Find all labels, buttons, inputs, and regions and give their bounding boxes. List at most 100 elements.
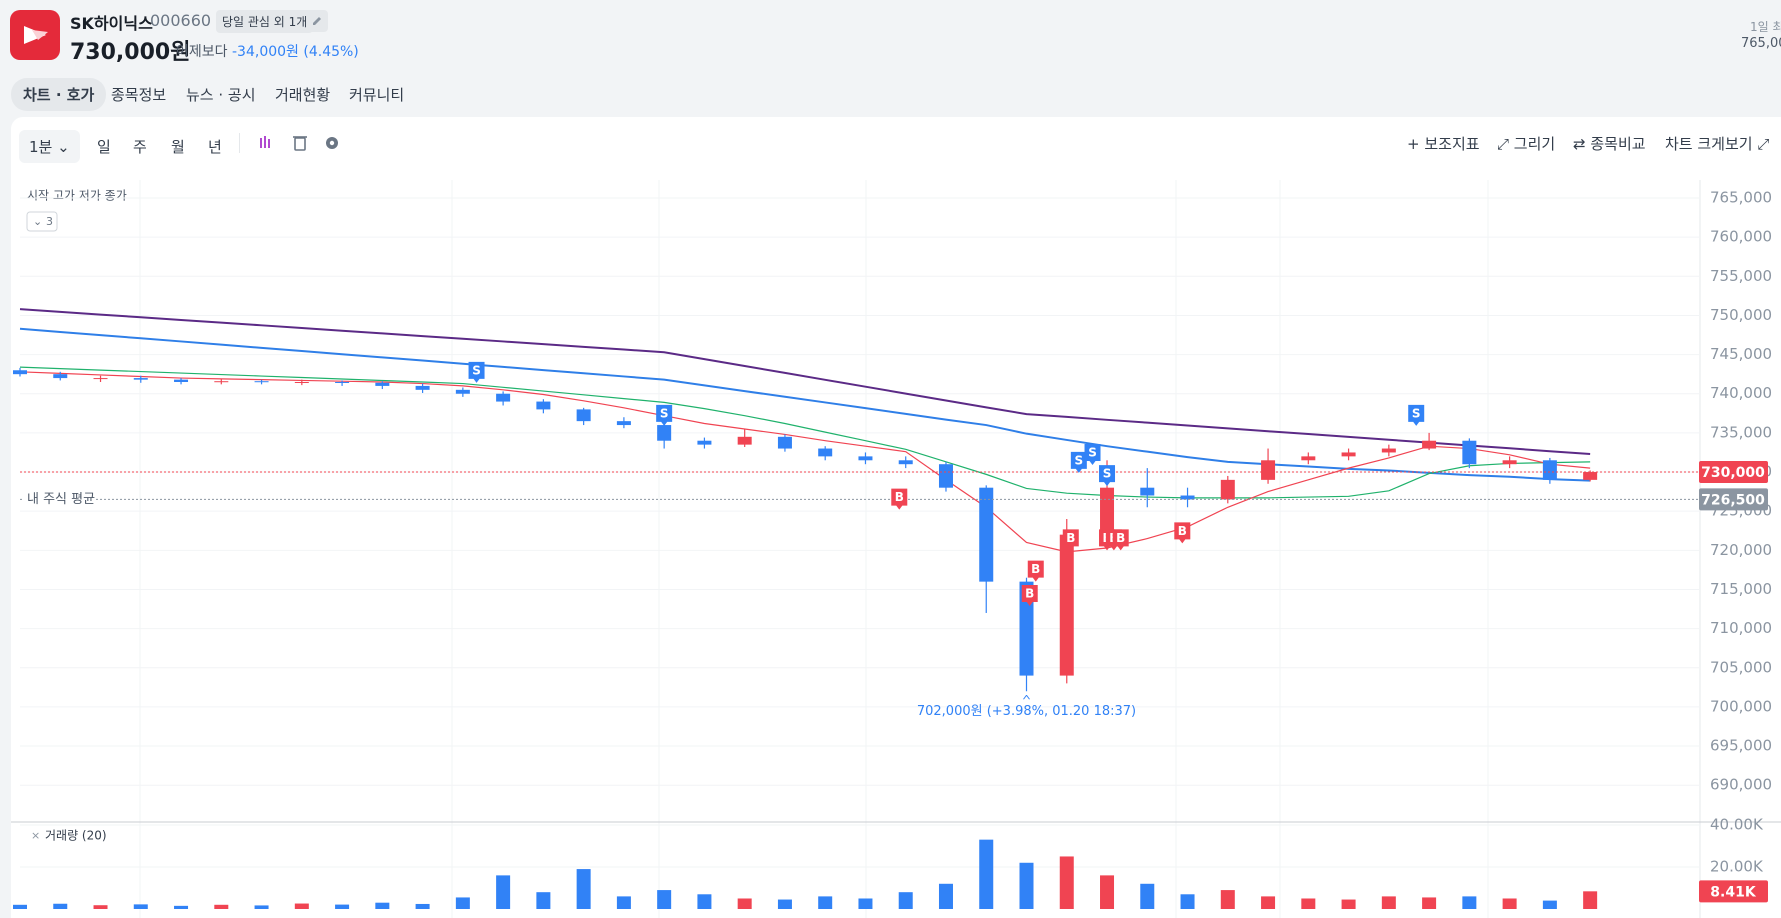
- tab[interactable]: 커뮤니티: [349, 86, 405, 104]
- interval[interactable]: 일: [97, 138, 111, 156]
- candle-body: [1462, 440, 1477, 465]
- volume-bar: [1220, 890, 1235, 909]
- chart-card: [11, 117, 1781, 918]
- volume-bar: [1261, 896, 1276, 909]
- candle-body: [979, 487, 994, 582]
- candle-body: [576, 409, 591, 422]
- volume-bar: [496, 875, 511, 909]
- tab[interactable]: 거래현황: [275, 86, 331, 104]
- volume-bar: [13, 904, 27, 909]
- price-change: -34,000원 (4.45%): [232, 44, 359, 60]
- tool-label: 그리기: [1513, 135, 1556, 153]
- y-tick-label: 750,000: [1710, 306, 1772, 324]
- expand-button[interactable]: 차트 크게보기 ⤢: [1665, 135, 1770, 153]
- interval[interactable]: 월: [171, 138, 185, 156]
- candle-body: [1220, 479, 1235, 500]
- volume-bar: [375, 902, 390, 909]
- candle-body: [536, 401, 551, 410]
- volume-bar: [214, 904, 229, 909]
- trade-label: B: [1116, 531, 1125, 545]
- toolbar-icons[interactable]: [258, 133, 358, 153]
- separator: [239, 133, 240, 153]
- volume-bar: [697, 894, 712, 909]
- candle-body: [1301, 456, 1316, 461]
- volume-tick-label: 40.00K: [1710, 815, 1764, 833]
- compare-button[interactable]: ⇄ 종목비교: [1573, 135, 1646, 153]
- trade-marker: [656, 404, 673, 426]
- volume-value-box: [1699, 880, 1768, 903]
- candle-body: [254, 381, 269, 383]
- candle-body: [1180, 495, 1195, 500]
- volume-bar: [858, 898, 873, 909]
- candle-body: [898, 460, 913, 465]
- interval[interactable]: 년: [208, 138, 222, 156]
- volume-bar: [254, 905, 269, 909]
- interval: 1분: [29, 138, 53, 156]
- candle-body: [133, 378, 148, 380]
- y-tick-label: 690,000: [1710, 776, 1772, 794]
- trade-marker: [1099, 465, 1116, 487]
- volume-bar: [1301, 898, 1316, 909]
- volume-bar: [1583, 891, 1598, 909]
- candle-body: [1422, 440, 1437, 449]
- candle-body: [1502, 460, 1517, 465]
- interval[interactable]: 주: [133, 138, 147, 156]
- indicator-toggle[interactable]: [26, 211, 58, 232]
- current-price-label: 730,000: [1701, 465, 1765, 481]
- candle-body: [657, 425, 672, 441]
- volume-bar: [616, 896, 631, 909]
- indicator-button[interactable]: + 보조지표: [1407, 135, 1480, 153]
- average-price-box: [1699, 488, 1768, 511]
- edit-button[interactable]: [306, 10, 328, 32]
- candle-body: [1261, 460, 1276, 480]
- volume-bar: [1180, 894, 1195, 909]
- candle-body: [938, 464, 953, 488]
- volume-value-label: 8.41K: [1710, 884, 1757, 900]
- volume-bar: [1140, 883, 1155, 909]
- volume-bar: [133, 904, 148, 909]
- volume-title: 거래량 (20): [45, 829, 107, 843]
- v-grid: [139, 180, 1489, 918]
- volume-bar: [415, 903, 430, 909]
- y-tick-label: 760,000: [1710, 228, 1772, 246]
- interval-dropdown[interactable]: 1분 ⌄: [19, 130, 80, 163]
- stock-logo: [10, 10, 60, 60]
- tab[interactable]: 종목정보: [111, 86, 167, 104]
- volume-bar: [576, 869, 591, 909]
- moving-average: [19, 308, 1591, 456]
- candle-body: [616, 421, 631, 426]
- volume-close[interactable]: ×: [31, 829, 40, 842]
- average-price-label: 726,500: [1701, 492, 1765, 508]
- volume-bar: [335, 904, 350, 909]
- candle-body: [818, 448, 833, 457]
- candle-body: [1140, 487, 1155, 496]
- tab[interactable]: 차트 · 호가: [11, 78, 107, 111]
- trade-label: B: [1178, 524, 1187, 538]
- trade-label: S: [472, 363, 481, 377]
- trade-marker: [468, 361, 485, 383]
- volume-bar: [777, 899, 792, 909]
- low-annotation: 702,000원 (+3.98%, 01.20 18:37): [917, 704, 1136, 719]
- candle-body: [1381, 448, 1396, 453]
- draw-button[interactable]: ⤢ 그리기: [1497, 135, 1556, 153]
- y-tick-label: 695,000: [1710, 737, 1772, 755]
- tool-label: 종목비교: [1590, 135, 1646, 153]
- volume-bar: [1100, 875, 1115, 909]
- plot: [13, 308, 1598, 909]
- moving-average: [19, 371, 1591, 553]
- watch-badge[interactable]: 당일 관심 외 1개: [216, 10, 314, 33]
- candle-body: [93, 378, 108, 380]
- trade-marker: [891, 488, 908, 510]
- trade-marker: [1062, 529, 1079, 551]
- tool-label: 보조지표: [1424, 135, 1480, 153]
- tab[interactable]: 뉴스 · 공시: [186, 86, 256, 104]
- ohlc-legend: 시작 고가 저가 종가: [27, 189, 127, 203]
- volume-bar: [1542, 900, 1557, 909]
- current-price: 730,000원: [70, 40, 191, 65]
- volume-bar: [938, 883, 953, 909]
- volume-bar: [1019, 862, 1034, 909]
- candle-body: [737, 436, 752, 445]
- candle-body: [294, 381, 309, 383]
